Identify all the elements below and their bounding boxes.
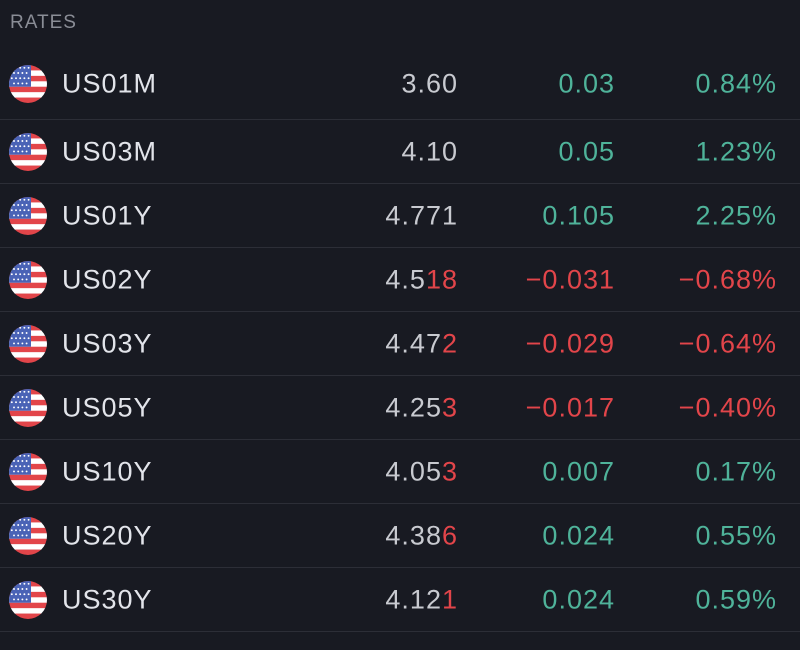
last-price: 4.472 bbox=[385, 328, 458, 359]
last-price: 4.518 bbox=[385, 264, 458, 295]
rates-list: US01M 3.60 0.03 0.84% US03M 4.10 0.05 1.… bbox=[0, 48, 800, 632]
change-percent: 0.84% bbox=[695, 68, 777, 98]
change-percent: 0.55% bbox=[695, 520, 777, 550]
rate-row-us02y[interactable]: US02Y 4.518 −0.031 −0.68% bbox=[0, 248, 800, 312]
symbol: US01Y bbox=[62, 200, 153, 230]
price-tick: 6 bbox=[441, 520, 458, 550]
change-percent: −0.64% bbox=[678, 328, 777, 358]
rate-row-us03m[interactable]: US03M 4.10 0.05 1.23% bbox=[0, 120, 800, 184]
change-percent: 2.25% bbox=[695, 200, 777, 230]
price-base: 4.47 bbox=[385, 328, 442, 358]
us-flag-icon bbox=[9, 452, 47, 491]
change: 0.007 bbox=[542, 456, 615, 486]
price-tick: 3 bbox=[441, 392, 458, 422]
change-percent: 0.59% bbox=[695, 584, 777, 614]
symbol: US01M bbox=[62, 68, 158, 98]
symbol: US10Y bbox=[62, 456, 153, 486]
section-title: RATES bbox=[10, 12, 77, 33]
change: −0.029 bbox=[525, 328, 615, 358]
price-base: 4.5 bbox=[385, 264, 426, 294]
change: 0.03 bbox=[558, 68, 615, 98]
last-price: 3.60 bbox=[401, 68, 458, 99]
rate-row-us05y[interactable]: US05Y 4.253 −0.017 −0.40% bbox=[0, 376, 800, 440]
price-base: 4.38 bbox=[385, 520, 442, 550]
rate-row-us01m[interactable]: US01M 3.60 0.03 0.84% bbox=[0, 48, 800, 120]
symbol: US03M bbox=[62, 136, 158, 166]
us-flag-icon bbox=[9, 260, 47, 299]
change: −0.031 bbox=[525, 264, 615, 294]
us-flag-icon bbox=[9, 132, 47, 171]
symbol: US20Y bbox=[62, 520, 153, 550]
rate-row-us03y[interactable]: US03Y 4.472 −0.029 −0.64% bbox=[0, 312, 800, 376]
price-tick: 1 bbox=[441, 584, 458, 614]
change-percent: −0.68% bbox=[678, 264, 777, 294]
change: 0.05 bbox=[558, 136, 615, 166]
change: 0.024 bbox=[542, 520, 615, 550]
rate-row-us01y[interactable]: US01Y 4.771 0.105 2.25% bbox=[0, 184, 800, 248]
symbol: US03Y bbox=[62, 328, 153, 358]
last-price: 4.053 bbox=[385, 456, 458, 487]
price-base: 4.05 bbox=[385, 456, 442, 486]
us-flag-icon bbox=[9, 196, 47, 235]
symbol: US05Y bbox=[62, 392, 153, 422]
change-percent: −0.40% bbox=[678, 392, 777, 422]
rate-row-us30y[interactable]: US30Y 4.121 0.024 0.59% bbox=[0, 568, 800, 632]
change: −0.017 bbox=[525, 392, 615, 422]
change: 0.105 bbox=[542, 200, 615, 230]
last-price: 4.771 bbox=[385, 200, 458, 231]
change: 0.024 bbox=[542, 584, 615, 614]
last-price: 4.121 bbox=[385, 584, 458, 615]
us-flag-icon bbox=[9, 388, 47, 427]
price-tick: 3 bbox=[441, 456, 458, 486]
price-tick: 2 bbox=[441, 328, 458, 358]
last-price: 4.253 bbox=[385, 392, 458, 423]
us-flag-icon bbox=[9, 64, 47, 103]
price-base: 4.10 bbox=[401, 136, 458, 166]
price-base: 4.12 bbox=[385, 584, 442, 614]
last-price: 4.386 bbox=[385, 520, 458, 551]
rate-row-us10y[interactable]: US10Y 4.053 0.007 0.17% bbox=[0, 440, 800, 504]
symbol: US30Y bbox=[62, 584, 153, 614]
rate-row-us20y[interactable]: US20Y 4.386 0.024 0.55% bbox=[0, 504, 800, 568]
us-flag-icon bbox=[9, 516, 47, 555]
price-base: 4.771 bbox=[385, 200, 458, 230]
change-percent: 1.23% bbox=[695, 136, 777, 166]
us-flag-icon bbox=[9, 580, 47, 619]
price-base: 4.25 bbox=[385, 392, 442, 422]
price-base: 3.60 bbox=[401, 68, 458, 98]
change-percent: 0.17% bbox=[695, 456, 777, 486]
symbol: US02Y bbox=[62, 264, 153, 294]
price-tick: 18 bbox=[425, 264, 458, 294]
us-flag-icon bbox=[9, 324, 47, 363]
last-price: 4.10 bbox=[401, 136, 458, 167]
